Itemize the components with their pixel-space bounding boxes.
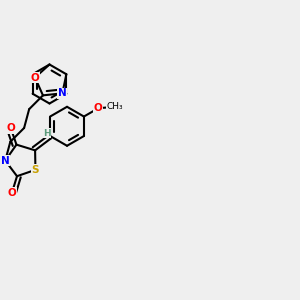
- Text: S: S: [32, 165, 39, 175]
- Text: O: O: [94, 103, 103, 113]
- Text: CH₃: CH₃: [106, 102, 123, 111]
- Text: N: N: [1, 156, 10, 166]
- Text: N: N: [58, 88, 67, 98]
- Text: H: H: [43, 129, 50, 138]
- Text: O: O: [8, 188, 16, 198]
- Text: O: O: [31, 73, 39, 82]
- Text: O: O: [6, 123, 15, 133]
